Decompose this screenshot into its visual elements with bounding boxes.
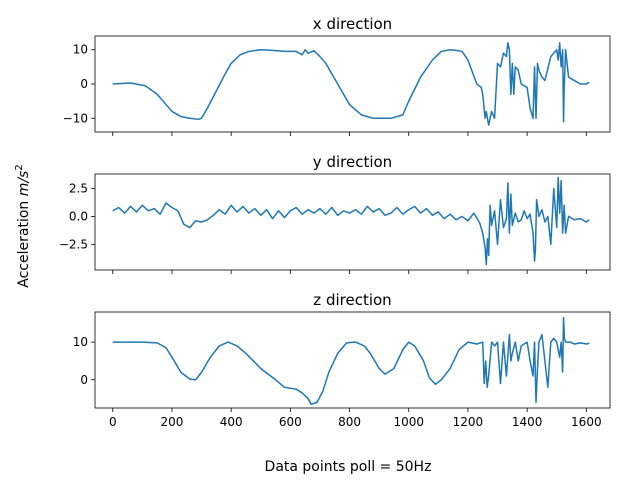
z-direction-series-line <box>112 316 590 405</box>
x-direction-ytick-label: 10 <box>73 43 88 57</box>
y-direction-ytick-label: 0.0 <box>69 209 88 223</box>
x-direction-title: x direction <box>313 15 392 33</box>
z-direction-xtick-label: 1400 <box>512 415 543 429</box>
x-direction-series-line <box>112 42 590 126</box>
z-direction-title: z direction <box>313 291 391 309</box>
y-direction-subplot: y direction −2.5 0.0 2.5 <box>59 153 611 274</box>
x-direction-ytick-label: 0 <box>80 77 88 91</box>
z-direction-xtick-label: 800 <box>338 415 361 429</box>
z-direction-xtick-label: 1600 <box>571 415 602 429</box>
z-direction-ytick-label: 10 <box>73 335 88 349</box>
y-direction-title: y direction <box>313 153 392 171</box>
x-direction-subplot: x direction −10 0 10 <box>63 15 611 136</box>
y-direction-ytick-label: −2.5 <box>59 237 88 251</box>
z-direction-xtick-label: 1200 <box>453 415 484 429</box>
x-axis-label: Data points poll = 50Hz <box>265 459 432 475</box>
z-direction-xtick-label: 600 <box>279 415 302 429</box>
y-direction-ytick-label: 2.5 <box>69 182 88 196</box>
z-direction-ytick-label: 0 <box>80 373 88 387</box>
z-direction-xtick-label: 1000 <box>393 415 424 429</box>
z-direction-xtick-label: 400 <box>220 415 243 429</box>
y-direction-axes-frame <box>94 173 611 271</box>
x-direction-ytick-label: −10 <box>63 111 88 125</box>
z-direction-xtick-label: 0 <box>109 415 117 429</box>
y-direction-series-line <box>112 176 590 266</box>
y-axis-label: Acceleration m/s2 <box>14 164 32 287</box>
z-direction-xtick-label: 200 <box>161 415 184 429</box>
z-direction-axes-frame <box>94 311 611 409</box>
